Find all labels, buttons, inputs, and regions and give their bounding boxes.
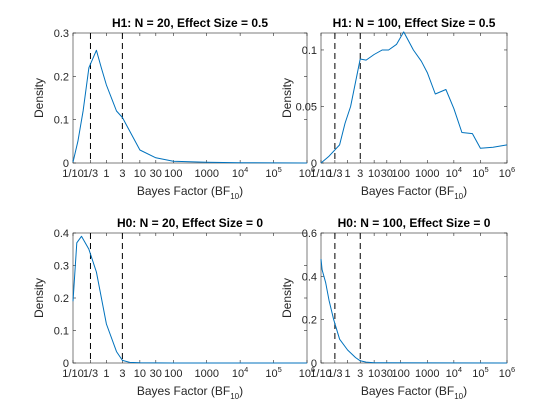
y-tick-label: 0.1 bbox=[54, 326, 69, 338]
x-tick-label: 104 bbox=[446, 165, 462, 180]
x-tick-label: 1/10 bbox=[310, 368, 331, 380]
x-tick-label: 106 bbox=[299, 165, 315, 180]
density-line bbox=[72, 49, 308, 164]
x-tick-label: 104 bbox=[232, 165, 248, 180]
plot-title: H0: N = 20, Effect Size = 0 bbox=[117, 216, 263, 230]
y-tick-label: 0.4 bbox=[302, 271, 317, 283]
y-tick-label: 0 bbox=[63, 158, 69, 170]
x-tick-label: 1000 bbox=[415, 168, 439, 180]
plot-frame bbox=[72, 232, 308, 364]
y-axis-label: Density bbox=[280, 278, 294, 318]
x-tick-label: 1 bbox=[103, 368, 109, 380]
subplot-3: 0 0.1 0.2 0.3 0.4 1/10 1/3 1 3 10 30 100 1000 104 105 1… bbox=[32, 216, 315, 401]
y-tick-label: 0.2 bbox=[54, 293, 69, 305]
x-tick-label: 1/3 bbox=[83, 168, 98, 180]
y-tick-label: 0 bbox=[311, 158, 317, 170]
x-axis-label: Bayes Factor (BF10) bbox=[137, 184, 243, 201]
x-tick-label: 1 bbox=[345, 368, 351, 380]
x-tick-label: 3 bbox=[119, 168, 125, 180]
x-tick-label: 1000 bbox=[415, 368, 439, 380]
y-tick-label: 0.4 bbox=[54, 228, 69, 240]
x-tick-label: 1000 bbox=[194, 168, 218, 180]
x-tick-label: 3 bbox=[357, 168, 363, 180]
x-tick-label: 30 bbox=[381, 168, 393, 180]
x-tick-label: 1/10 bbox=[310, 168, 331, 180]
plot-title: H1: N = 20, Effect Size = 0.5 bbox=[112, 16, 268, 30]
plot-title: H0: N = 100, Effect Size = 0 bbox=[338, 216, 491, 230]
x-tick-label: 10 bbox=[368, 368, 380, 380]
y-axis-label: Density bbox=[32, 78, 46, 118]
x-tick-label: 1/3 bbox=[327, 168, 342, 180]
x-tick-label: 1/3 bbox=[327, 368, 342, 380]
y-tick-label: 0.6 bbox=[302, 228, 317, 240]
x-tick-label: 30 bbox=[381, 368, 393, 380]
y-tick-label: 0.3 bbox=[54, 28, 69, 40]
plot-frame bbox=[320, 232, 508, 364]
density-line bbox=[72, 235, 307, 364]
x-tick-label: 10 bbox=[134, 168, 146, 180]
x-tick-label: 100 bbox=[392, 368, 410, 380]
y-tick-label: 0.2 bbox=[54, 71, 69, 83]
x-tick-label: 1 bbox=[103, 168, 109, 180]
x-tick-label: 106 bbox=[299, 365, 315, 380]
x-axis-label: Bayes Factor (BF10) bbox=[361, 384, 467, 401]
x-tick-label: 100 bbox=[392, 168, 410, 180]
y-tick-label: 0 bbox=[63, 358, 69, 370]
x-tick-label: 105 bbox=[472, 365, 488, 380]
x-tick-label: 1/10 bbox=[62, 168, 83, 180]
x-tick-label: 104 bbox=[232, 365, 248, 380]
density-line bbox=[320, 258, 508, 364]
x-tick-label: 30 bbox=[150, 368, 162, 380]
x-tick-label: 1/3 bbox=[83, 368, 98, 380]
y-tick-label: 0 bbox=[311, 358, 317, 370]
y-tick-label: 0.3 bbox=[54, 261, 69, 273]
x-axis-label: Bayes Factor (BF10) bbox=[137, 384, 243, 401]
y-tick-label: 0.1 bbox=[54, 115, 69, 127]
x-tick-label: 100 bbox=[164, 168, 182, 180]
x-tick-label: 105 bbox=[265, 365, 281, 380]
x-tick-label: 105 bbox=[265, 165, 281, 180]
y-tick-label: 0.1 bbox=[302, 45, 317, 57]
x-tick-label: 106 bbox=[499, 165, 515, 180]
x-tick-label: 106 bbox=[499, 365, 515, 380]
x-tick-label: 3 bbox=[119, 368, 125, 380]
plot-frame bbox=[320, 32, 508, 164]
x-tick-label: 10 bbox=[368, 168, 380, 180]
subplot-1: 0 0.1 0.2 0.3 1/10 1/3 1 3 10 30 100 1000 104 105 106 H… bbox=[32, 16, 315, 201]
plot-title: H1: N = 100, Effect Size = 0.5 bbox=[333, 16, 496, 30]
x-tick-label: 30 bbox=[150, 168, 162, 180]
y-axis-label: Density bbox=[32, 278, 46, 318]
y-tick-label: 0.2 bbox=[302, 315, 317, 327]
x-tick-label: 1/10 bbox=[62, 368, 83, 380]
x-tick-label: 100 bbox=[164, 368, 182, 380]
plot-frame bbox=[72, 32, 308, 164]
x-tick-label: 105 bbox=[472, 165, 488, 180]
y-axis-label: Density bbox=[280, 78, 294, 118]
x-axis-label: Bayes Factor (BF10) bbox=[361, 184, 467, 201]
x-tick-label: 104 bbox=[446, 365, 462, 380]
density-line bbox=[320, 31, 508, 164]
x-tick-label: 3 bbox=[357, 368, 363, 380]
x-tick-label: 10 bbox=[134, 368, 146, 380]
x-tick-label: 1000 bbox=[194, 368, 218, 380]
x-tick-label: 1 bbox=[345, 168, 351, 180]
y-tick-label: 0.05 bbox=[296, 101, 317, 113]
